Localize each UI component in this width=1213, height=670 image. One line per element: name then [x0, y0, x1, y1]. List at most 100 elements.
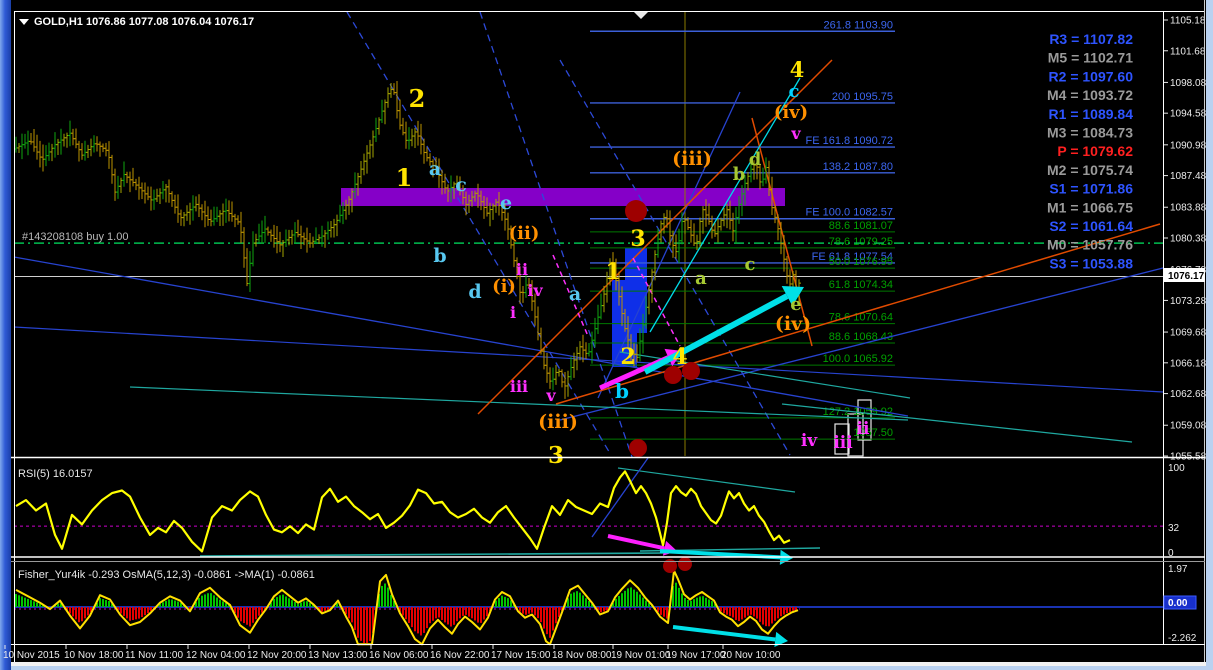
trend-line: [129, 386, 909, 421]
price-tick-label: 1105.18: [1170, 16, 1206, 27]
window-bottom-edge: [11, 666, 1206, 670]
marker-dots-group: [625, 200, 700, 573]
indicator-tick-label: 100: [1168, 463, 1185, 474]
indicators-group: [14, 470, 1163, 646]
time-tick-label: 16 Nov 22:00: [430, 650, 490, 661]
time-tick-label: 10 Nov 18:00: [64, 650, 124, 661]
wave-label: iv: [527, 281, 543, 300]
wave-label: 4: [790, 57, 805, 82]
trend-line: [555, 223, 1161, 405]
price-tick-label: 1083.88: [1170, 203, 1207, 214]
time-tick-label: 18 Nov 08:00: [552, 650, 612, 661]
wave-label: v: [545, 386, 556, 405]
rsi-pane[interactable]: [14, 459, 1163, 556]
pivot-panel: R3 = 1107.82 M5 = 1102.71 R2 = 1097.60 M4 =…: [1047, 31, 1133, 271]
trend-line: [559, 59, 791, 456]
order-label: #143208108 buy 1.00: [22, 231, 128, 243]
window-right-border: [1206, 0, 1213, 670]
trend-line: [477, 59, 833, 415]
wave-label: 1: [396, 163, 413, 192]
trend-line: [632, 257, 681, 347]
rsi-label: RSI(5) 16.0157: [18, 468, 93, 480]
wave-label: e: [790, 294, 801, 315]
marker-dot: [664, 366, 682, 384]
pivot-row: R1 = 1089.84: [1049, 106, 1134, 122]
fisher-value-box: [1163, 595, 1197, 610]
current-price-label: 1076.17: [1168, 271, 1205, 282]
time-tick-label: 11 Nov 11:00: [125, 650, 183, 661]
white-box: [857, 399, 872, 441]
fib-level-label: FE 61.8 1077.54: [812, 251, 893, 263]
fib-level-label: 61.8 1074.34: [829, 279, 893, 291]
arrow: [643, 285, 804, 375]
trend-line: [479, 11, 633, 458]
price-tick-label: 1069.68: [1170, 328, 1207, 339]
wave-label: ii: [516, 260, 528, 279]
wave-label: b: [733, 164, 746, 185]
marker-dot: [678, 557, 692, 571]
trend-line: [199, 552, 667, 557]
symbol-dropdown-icon[interactable]: [19, 19, 29, 25]
wave-label: (iv): [775, 313, 811, 335]
pivot-row: M0 = 1057.76: [1047, 237, 1133, 253]
indicator-tick-label: 0: [1168, 548, 1174, 559]
indicator-tick-label: 32: [1168, 523, 1180, 534]
current-price-box: [1164, 268, 1205, 282]
fib-level-label: FE 161.8 1090.72: [806, 135, 893, 147]
trend-line: [552, 254, 589, 337]
time-tick-label: 19 Nov 17:00: [666, 650, 726, 661]
wave-label: v: [790, 124, 801, 143]
fib-level-label: 100.0 1065.92: [823, 353, 893, 365]
price-tick-label: 1094.58: [1170, 109, 1207, 120]
fib-level-label: 78.6 1079.25: [829, 236, 893, 248]
wave-label: iii: [510, 377, 528, 396]
fib-level-label: 200 1095.75: [832, 91, 893, 103]
pivot-row: S1 = 1071.86: [1049, 181, 1133, 197]
wave-label: d: [468, 281, 481, 303]
trend-line: [617, 467, 796, 493]
trend-line: [591, 457, 649, 538]
wave-label: 2: [409, 84, 426, 113]
trend-line: [13, 326, 1164, 393]
pivot-row: R2 = 1097.60: [1049, 68, 1134, 84]
wave-label: iii: [833, 433, 853, 453]
fisher-line: [15, 569, 799, 646]
trend-line: [649, 77, 801, 333]
wave-label: e: [500, 192, 512, 214]
wave-label: 2: [620, 344, 635, 370]
wave-label: 4: [672, 344, 687, 370]
main-plot-area[interactable]: [14, 12, 1163, 457]
wave-label: (i): [492, 276, 516, 297]
white-box: [847, 413, 864, 457]
wave-label: a: [695, 268, 707, 289]
time-tick-label: 10 Nov 2015: [3, 650, 60, 661]
time-tick-label: 16 Nov 06:00: [369, 650, 429, 661]
fib-level-label: 50.0 1076.95: [829, 256, 893, 268]
price-tick-label: 1101.68: [1170, 46, 1206, 57]
price-tick-label: 1080.38: [1170, 234, 1207, 245]
trend-line: [559, 267, 1164, 421]
pivot-row: M4 = 1093.72: [1047, 87, 1133, 103]
pivot-row: M5 = 1102.71: [1048, 50, 1133, 66]
price-tick-label: 1087.48: [1170, 171, 1207, 182]
time-tick-label: 19 Nov 01:00: [611, 650, 671, 661]
wave-label: d: [749, 149, 762, 170]
trend-line: [13, 256, 909, 417]
fib-level-label: 138.2 1087.80: [823, 161, 893, 173]
indicator-tick-label: -2.262: [1168, 633, 1197, 644]
wave-label: (ii): [509, 223, 540, 244]
marker-dot: [663, 559, 677, 573]
marker-dot: [625, 200, 647, 222]
fib-level-label: 78.6 1070.64: [829, 312, 893, 324]
wave-label: 3: [630, 226, 645, 252]
fib-level-label: 1057.50: [853, 427, 893, 439]
fib-level-label: 88.6 1081.07: [829, 220, 893, 232]
wave-label: 1: [605, 259, 620, 285]
trendlines-group: [13, 11, 1164, 557]
trend-line: [781, 403, 1133, 443]
wave-label: iv: [801, 431, 818, 451]
wave-label: c: [455, 174, 467, 196]
wave-label: a: [569, 283, 581, 305]
